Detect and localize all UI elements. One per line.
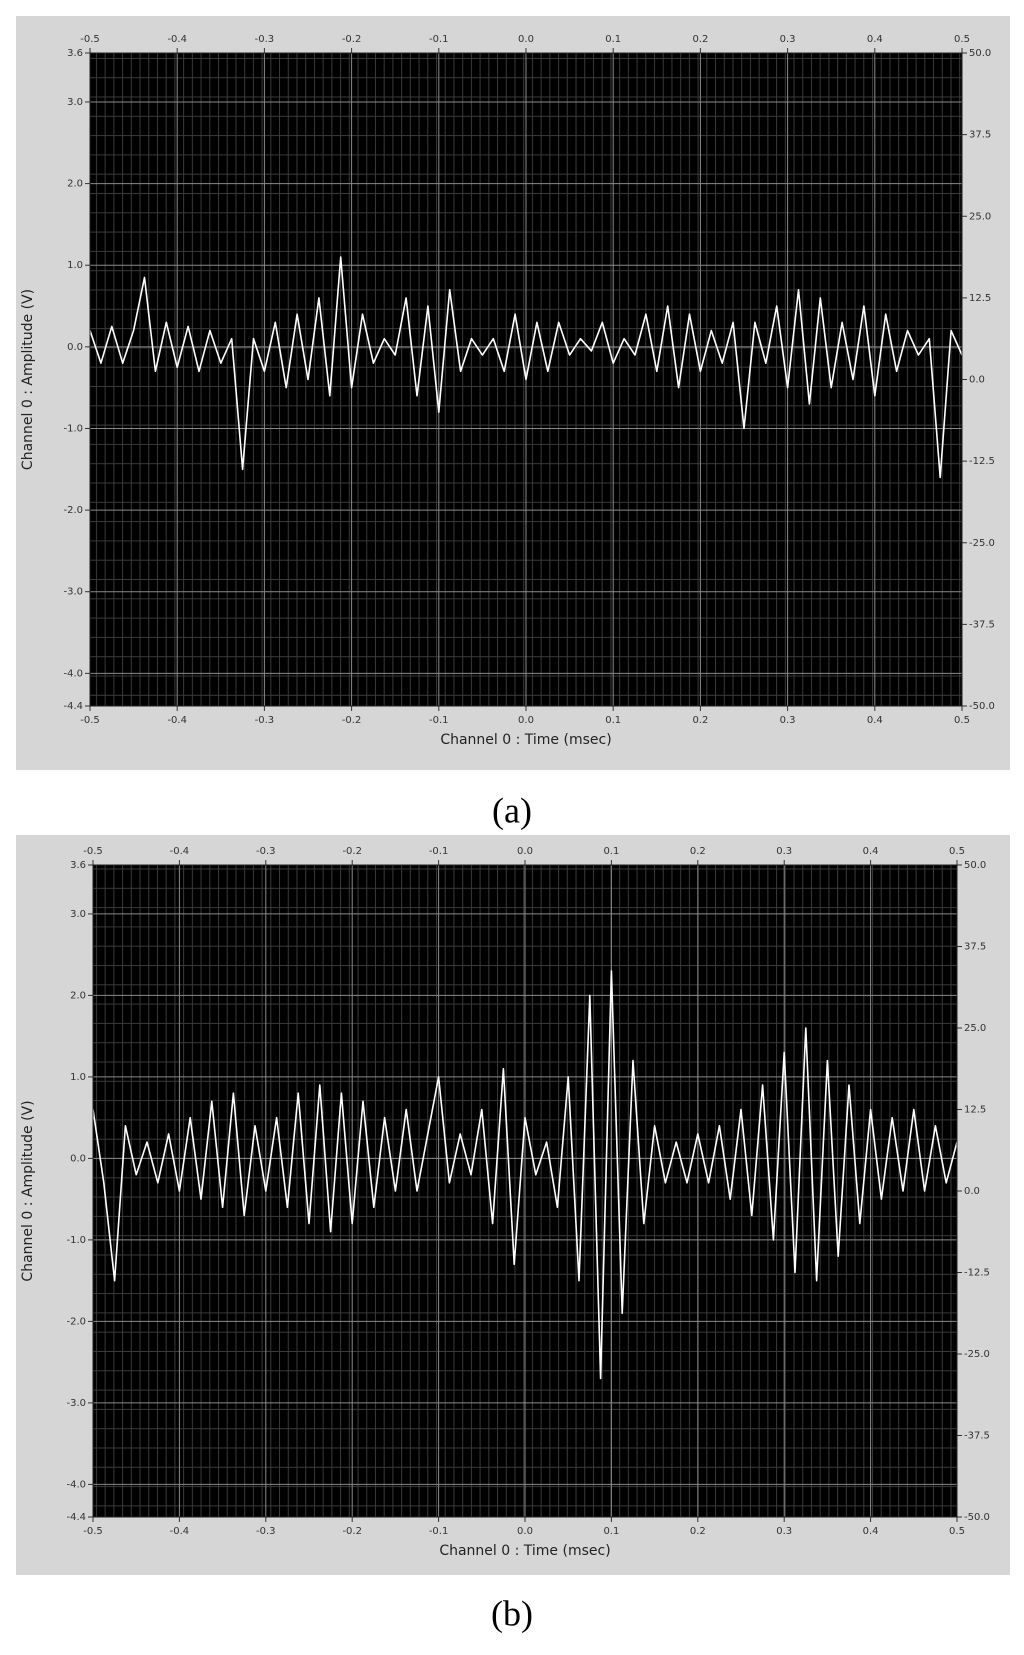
y2-tick-label: -50.0 xyxy=(969,701,995,712)
x-top-tick-label: 0.4 xyxy=(867,34,883,45)
y-tick-label: -4.0 xyxy=(66,1479,86,1490)
x-top-tick-label: 0.5 xyxy=(949,846,965,857)
chart: -0.5 -0.5 -0.4 -0.4 -0.3 -0.3 -0.2 -0.2 -0.1 -0.1… xyxy=(16,835,1010,1633)
x-top-tick-label: 0.3 xyxy=(780,34,796,45)
x-top-tick-label: 0.2 xyxy=(692,34,708,45)
x-top-tick-label: -0.3 xyxy=(256,846,276,857)
y-tick-label: 0.0 xyxy=(67,342,83,353)
x-tick-label: 0.5 xyxy=(949,1526,965,1537)
y-tick-label: 1.0 xyxy=(70,1072,86,1083)
caption: (a) xyxy=(492,790,532,830)
y2-tick-label: -37.5 xyxy=(964,1431,990,1442)
y-tick-label: 2.0 xyxy=(67,179,83,190)
x-tick-label: 0.2 xyxy=(692,715,708,726)
x-top-tick-label: -0.2 xyxy=(342,846,362,857)
x-tick-label: 0.2 xyxy=(690,1526,706,1537)
caption: (b) xyxy=(491,1593,533,1633)
x-axis-title: Channel 0 : Time (msec) xyxy=(439,1543,610,1559)
y-tick-label: 3.0 xyxy=(70,909,86,920)
x-tick-label: -0.3 xyxy=(256,1526,276,1537)
x-tick-label: 0.1 xyxy=(605,715,621,726)
x-top-tick-label: -0.4 xyxy=(170,846,190,857)
x-tick-label: -0.2 xyxy=(342,715,362,726)
plot-frame xyxy=(89,52,963,707)
y-tick-label: 1.0 xyxy=(67,260,83,271)
y2-tick-label: -12.5 xyxy=(964,1268,990,1279)
y2-tick-label: 37.5 xyxy=(964,942,986,953)
x-top-tick-label: 0.1 xyxy=(605,34,621,45)
y2-tick-label: 37.5 xyxy=(969,130,991,141)
y-tick-label: 3.6 xyxy=(67,48,83,59)
y2-tick-label: -25.0 xyxy=(969,538,995,549)
chart: -0.5 -0.5 -0.4 -0.4 -0.3 -0.3 -0.2 -0.2 -0.1 -0.1… xyxy=(16,16,1010,830)
x-tick-label: -0.1 xyxy=(429,715,449,726)
x-tick-label: 0.3 xyxy=(780,715,796,726)
y-tick-label: -1.0 xyxy=(63,423,83,434)
y2-tick-label: -37.5 xyxy=(969,619,995,630)
y-tick-label: 3.0 xyxy=(67,97,83,108)
x-top-tick-label: 0.3 xyxy=(776,846,792,857)
y-tick-label: -4.4 xyxy=(63,701,83,712)
y-tick-label: -2.0 xyxy=(66,1316,86,1327)
y-axis-title: Channel 0 : Amplitude (V) xyxy=(20,1100,36,1281)
x-tick-label: 0.0 xyxy=(517,1526,533,1537)
x-tick-label: 0.4 xyxy=(863,1526,879,1537)
y2-tick-label: 12.5 xyxy=(969,293,991,304)
signal-line xyxy=(92,970,958,1380)
y-tick-label: 3.6 xyxy=(70,860,86,871)
x-top-tick-label: -0.3 xyxy=(255,34,275,45)
y2-tick-label: -12.5 xyxy=(969,456,995,467)
y-tick-label: -4.0 xyxy=(63,668,83,679)
y-tick-label: -3.0 xyxy=(66,1398,86,1409)
y2-tick-label: -25.0 xyxy=(964,1349,990,1360)
x-tick-label: -0.4 xyxy=(167,715,187,726)
y2-tick-label: 25.0 xyxy=(964,1023,986,1034)
x-tick-label: -0.5 xyxy=(83,1526,103,1537)
y2-tick-label: 50.0 xyxy=(964,860,986,871)
y2-tick-label: 25.0 xyxy=(969,211,991,222)
x-top-tick-label: 0.0 xyxy=(517,846,533,857)
signal-line xyxy=(89,256,963,479)
x-tick-label: -0.5 xyxy=(80,715,100,726)
x-tick-label: 0.1 xyxy=(603,1526,619,1537)
y2-tick-label: -50.0 xyxy=(964,1512,990,1523)
x-tick-label: -0.2 xyxy=(342,1526,362,1537)
x-axis-title: Channel 0 : Time (msec) xyxy=(440,732,611,748)
x-top-tick-label: 0.2 xyxy=(690,846,706,857)
x-tick-label: -0.4 xyxy=(170,1526,190,1537)
x-top-tick-label: 0.0 xyxy=(518,34,534,45)
x-top-tick-label: -0.1 xyxy=(429,846,449,857)
x-tick-label: -0.1 xyxy=(429,1526,449,1537)
y-tick-label: -4.4 xyxy=(66,1512,86,1523)
x-top-tick-label: -0.5 xyxy=(83,846,103,857)
x-top-tick-label: -0.4 xyxy=(167,34,187,45)
y-tick-label: 0.0 xyxy=(70,1153,86,1164)
y2-tick-label: 0.0 xyxy=(969,375,985,386)
y-tick-label: 2.0 xyxy=(70,990,86,1001)
x-tick-label: 0.4 xyxy=(867,715,883,726)
y-axis-title: Channel 0 : Amplitude (V) xyxy=(20,289,36,470)
x-top-tick-label: -0.1 xyxy=(429,34,449,45)
x-tick-label: -0.3 xyxy=(255,715,275,726)
x-top-tick-label: -0.5 xyxy=(80,34,100,45)
x-tick-label: 0.5 xyxy=(954,715,970,726)
x-top-tick-label: 0.4 xyxy=(863,846,879,857)
y2-tick-label: 12.5 xyxy=(964,1105,986,1116)
y-tick-label: -1.0 xyxy=(66,1235,86,1246)
x-top-tick-label: 0.5 xyxy=(954,34,970,45)
plot-frame xyxy=(92,864,958,1518)
x-top-tick-label: -0.2 xyxy=(342,34,362,45)
y2-tick-label: 50.0 xyxy=(969,48,991,59)
y-tick-label: -2.0 xyxy=(63,505,83,516)
y-tick-label: -3.0 xyxy=(63,587,83,598)
x-tick-label: 0.3 xyxy=(776,1526,792,1537)
x-top-tick-label: 0.1 xyxy=(603,846,619,857)
x-tick-label: 0.0 xyxy=(518,715,534,726)
y2-tick-label: 0.0 xyxy=(964,1186,980,1197)
